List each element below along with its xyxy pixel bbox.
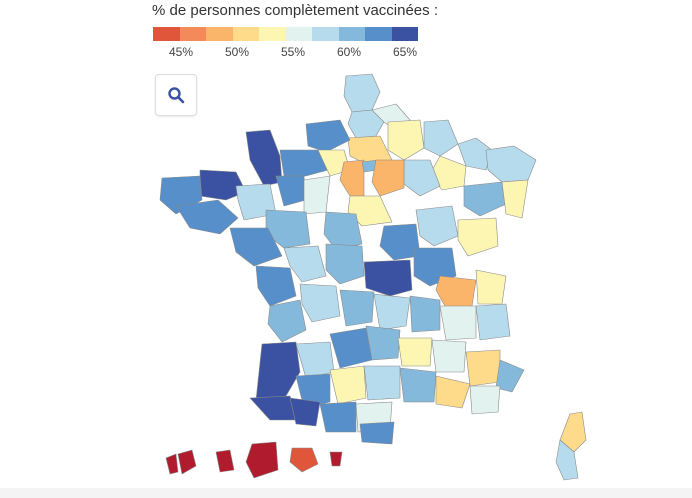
page-footer-strip	[0, 488, 692, 498]
department-region	[339, 159, 365, 197]
department-region	[457, 217, 499, 257]
department-region	[469, 385, 501, 415]
legend-tick-label: 50%	[224, 45, 250, 59]
legend-swatch	[312, 27, 339, 41]
legend-swatch	[206, 27, 233, 41]
zoom-button[interactable]	[155, 74, 197, 116]
department-region	[475, 269, 507, 305]
department-region	[303, 175, 331, 215]
department-region	[267, 299, 307, 343]
department-region	[245, 441, 279, 479]
department-region	[431, 339, 467, 373]
department-region	[363, 365, 401, 401]
department-region	[319, 401, 357, 433]
department-region	[295, 373, 331, 409]
department-region	[397, 337, 433, 367]
search-icon	[168, 87, 185, 104]
department-region	[435, 375, 471, 409]
department-region	[463, 181, 507, 217]
department-region	[255, 341, 301, 401]
department-region	[439, 305, 477, 341]
color-legend	[153, 27, 418, 41]
department-region	[175, 199, 239, 235]
department-region	[347, 195, 393, 227]
legend-swatch	[338, 27, 365, 41]
department-region	[371, 159, 405, 197]
department-region	[295, 341, 335, 379]
department-region	[379, 223, 421, 261]
department-region	[255, 265, 297, 307]
department-region	[283, 245, 327, 283]
department-region	[289, 397, 321, 427]
department-region	[289, 447, 319, 473]
department-region	[559, 411, 587, 453]
department-region	[279, 149, 329, 177]
legend-swatch	[153, 27, 180, 41]
legend-swatch	[232, 27, 259, 41]
legend-swatch	[259, 27, 286, 41]
department-region	[475, 303, 511, 341]
legend-swatch	[365, 27, 392, 41]
department-region	[495, 359, 525, 393]
legend-tick-label: 65%	[392, 45, 418, 59]
department-region	[373, 293, 411, 331]
legend-tick-label: 55%	[280, 45, 306, 59]
department-region	[305, 119, 351, 153]
department-region	[299, 283, 341, 323]
department-region	[325, 243, 365, 285]
legend-title: % de personnes complètement vaccinées :	[152, 2, 438, 19]
department-region	[329, 365, 367, 405]
department-region	[423, 119, 459, 157]
department-region	[555, 439, 579, 481]
department-region	[465, 349, 501, 387]
department-region	[343, 73, 381, 113]
department-region	[399, 367, 437, 403]
department-region	[363, 259, 413, 297]
legend-swatch	[179, 27, 206, 41]
department-region	[165, 453, 179, 475]
department-region	[215, 449, 235, 473]
department-region	[329, 451, 343, 467]
department-region	[329, 327, 373, 369]
department-region	[415, 205, 459, 247]
department-region	[275, 175, 307, 207]
legend-tick-label: 60%	[336, 45, 362, 59]
department-region	[177, 449, 197, 475]
legend-tick-label: 45%	[168, 45, 194, 59]
department-region	[409, 295, 441, 333]
department-region	[339, 289, 375, 327]
department-region	[359, 421, 395, 445]
legend-swatch	[285, 27, 312, 41]
department-region	[229, 227, 283, 267]
department-region	[365, 325, 401, 361]
department-region	[485, 145, 537, 183]
legend-ticks: 45% 50% 55% 60% 65%	[153, 45, 433, 61]
department-region	[501, 179, 529, 219]
legend-swatch	[391, 27, 418, 41]
department-region	[387, 119, 425, 161]
department-region	[435, 275, 477, 309]
